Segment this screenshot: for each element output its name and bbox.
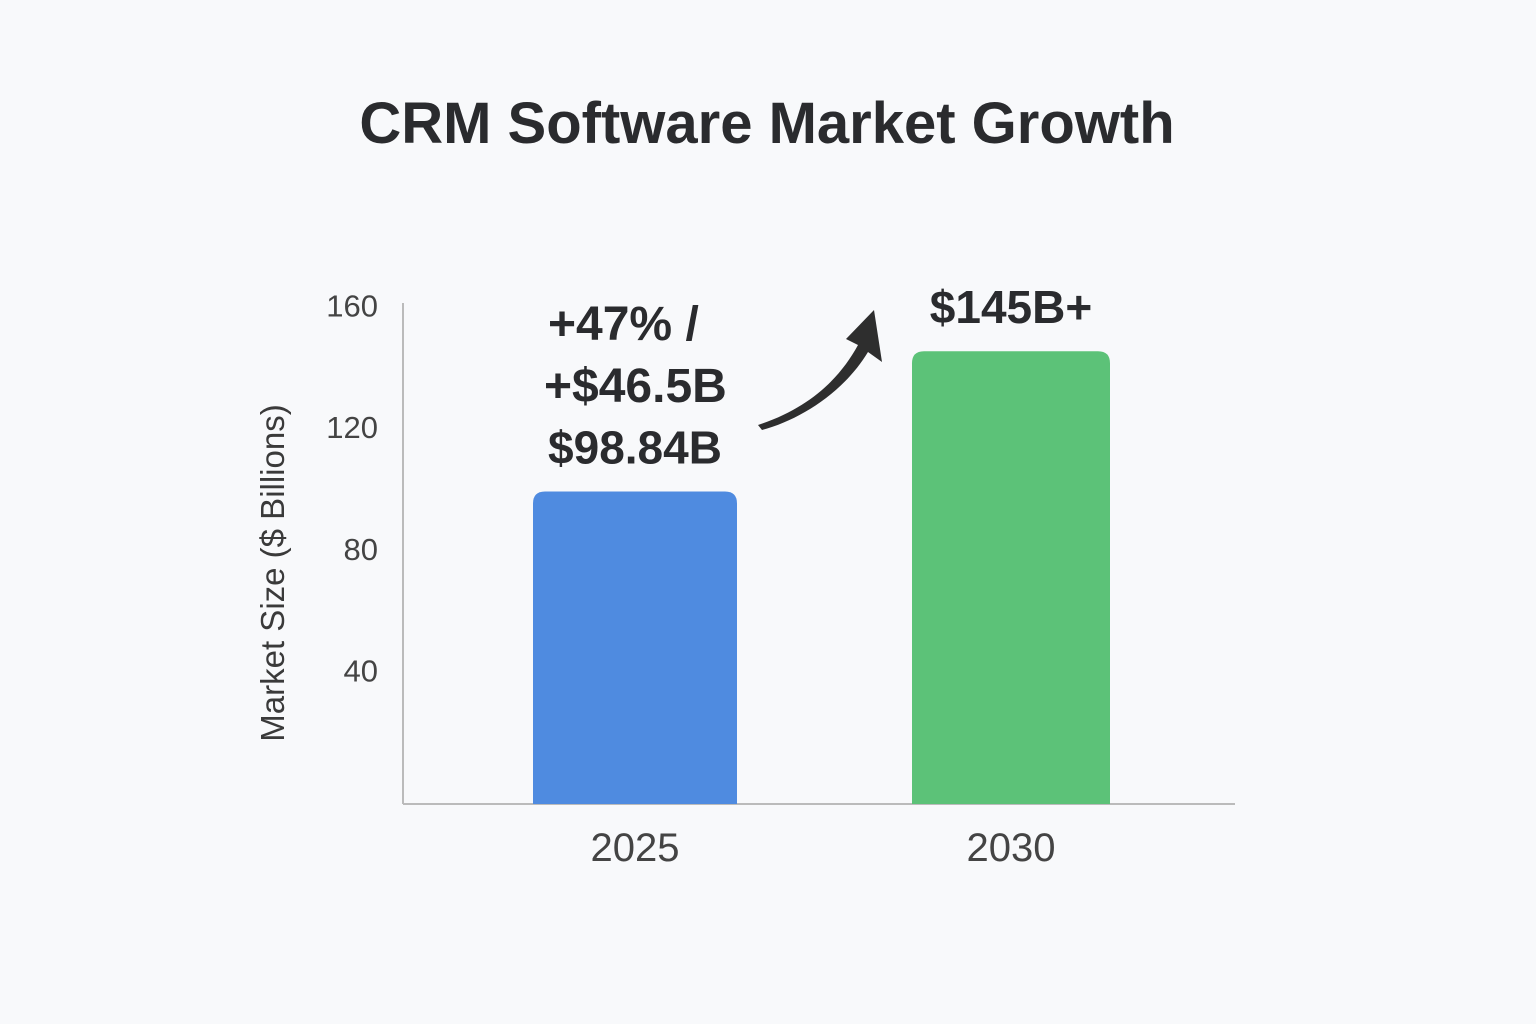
bar-2025 (533, 491, 737, 804)
chart-title: CRM Software Market Growth (359, 91, 1174, 156)
annotation-line-1: +47% / (548, 298, 699, 351)
y-tick-label: 40 (344, 653, 378, 688)
bar-2030 (912, 351, 1110, 804)
growth-annotation: +47% / +$46.5B (544, 298, 882, 430)
y-tick-label: 80 (344, 532, 378, 567)
data-label: $145B+ (930, 281, 1092, 333)
annotation-line-2: +$46.5B (544, 360, 727, 413)
curved-up-arrow-icon (758, 310, 882, 430)
y-tick-label: 120 (326, 410, 378, 445)
x-tick-label: 2030 (967, 826, 1056, 870)
x-tick-label: 2025 (591, 826, 680, 870)
y-tick-label: 160 (326, 289, 378, 324)
data-label: $98.84B (548, 422, 722, 474)
y-axis-label: Market Size ($ Billions) (254, 404, 291, 741)
